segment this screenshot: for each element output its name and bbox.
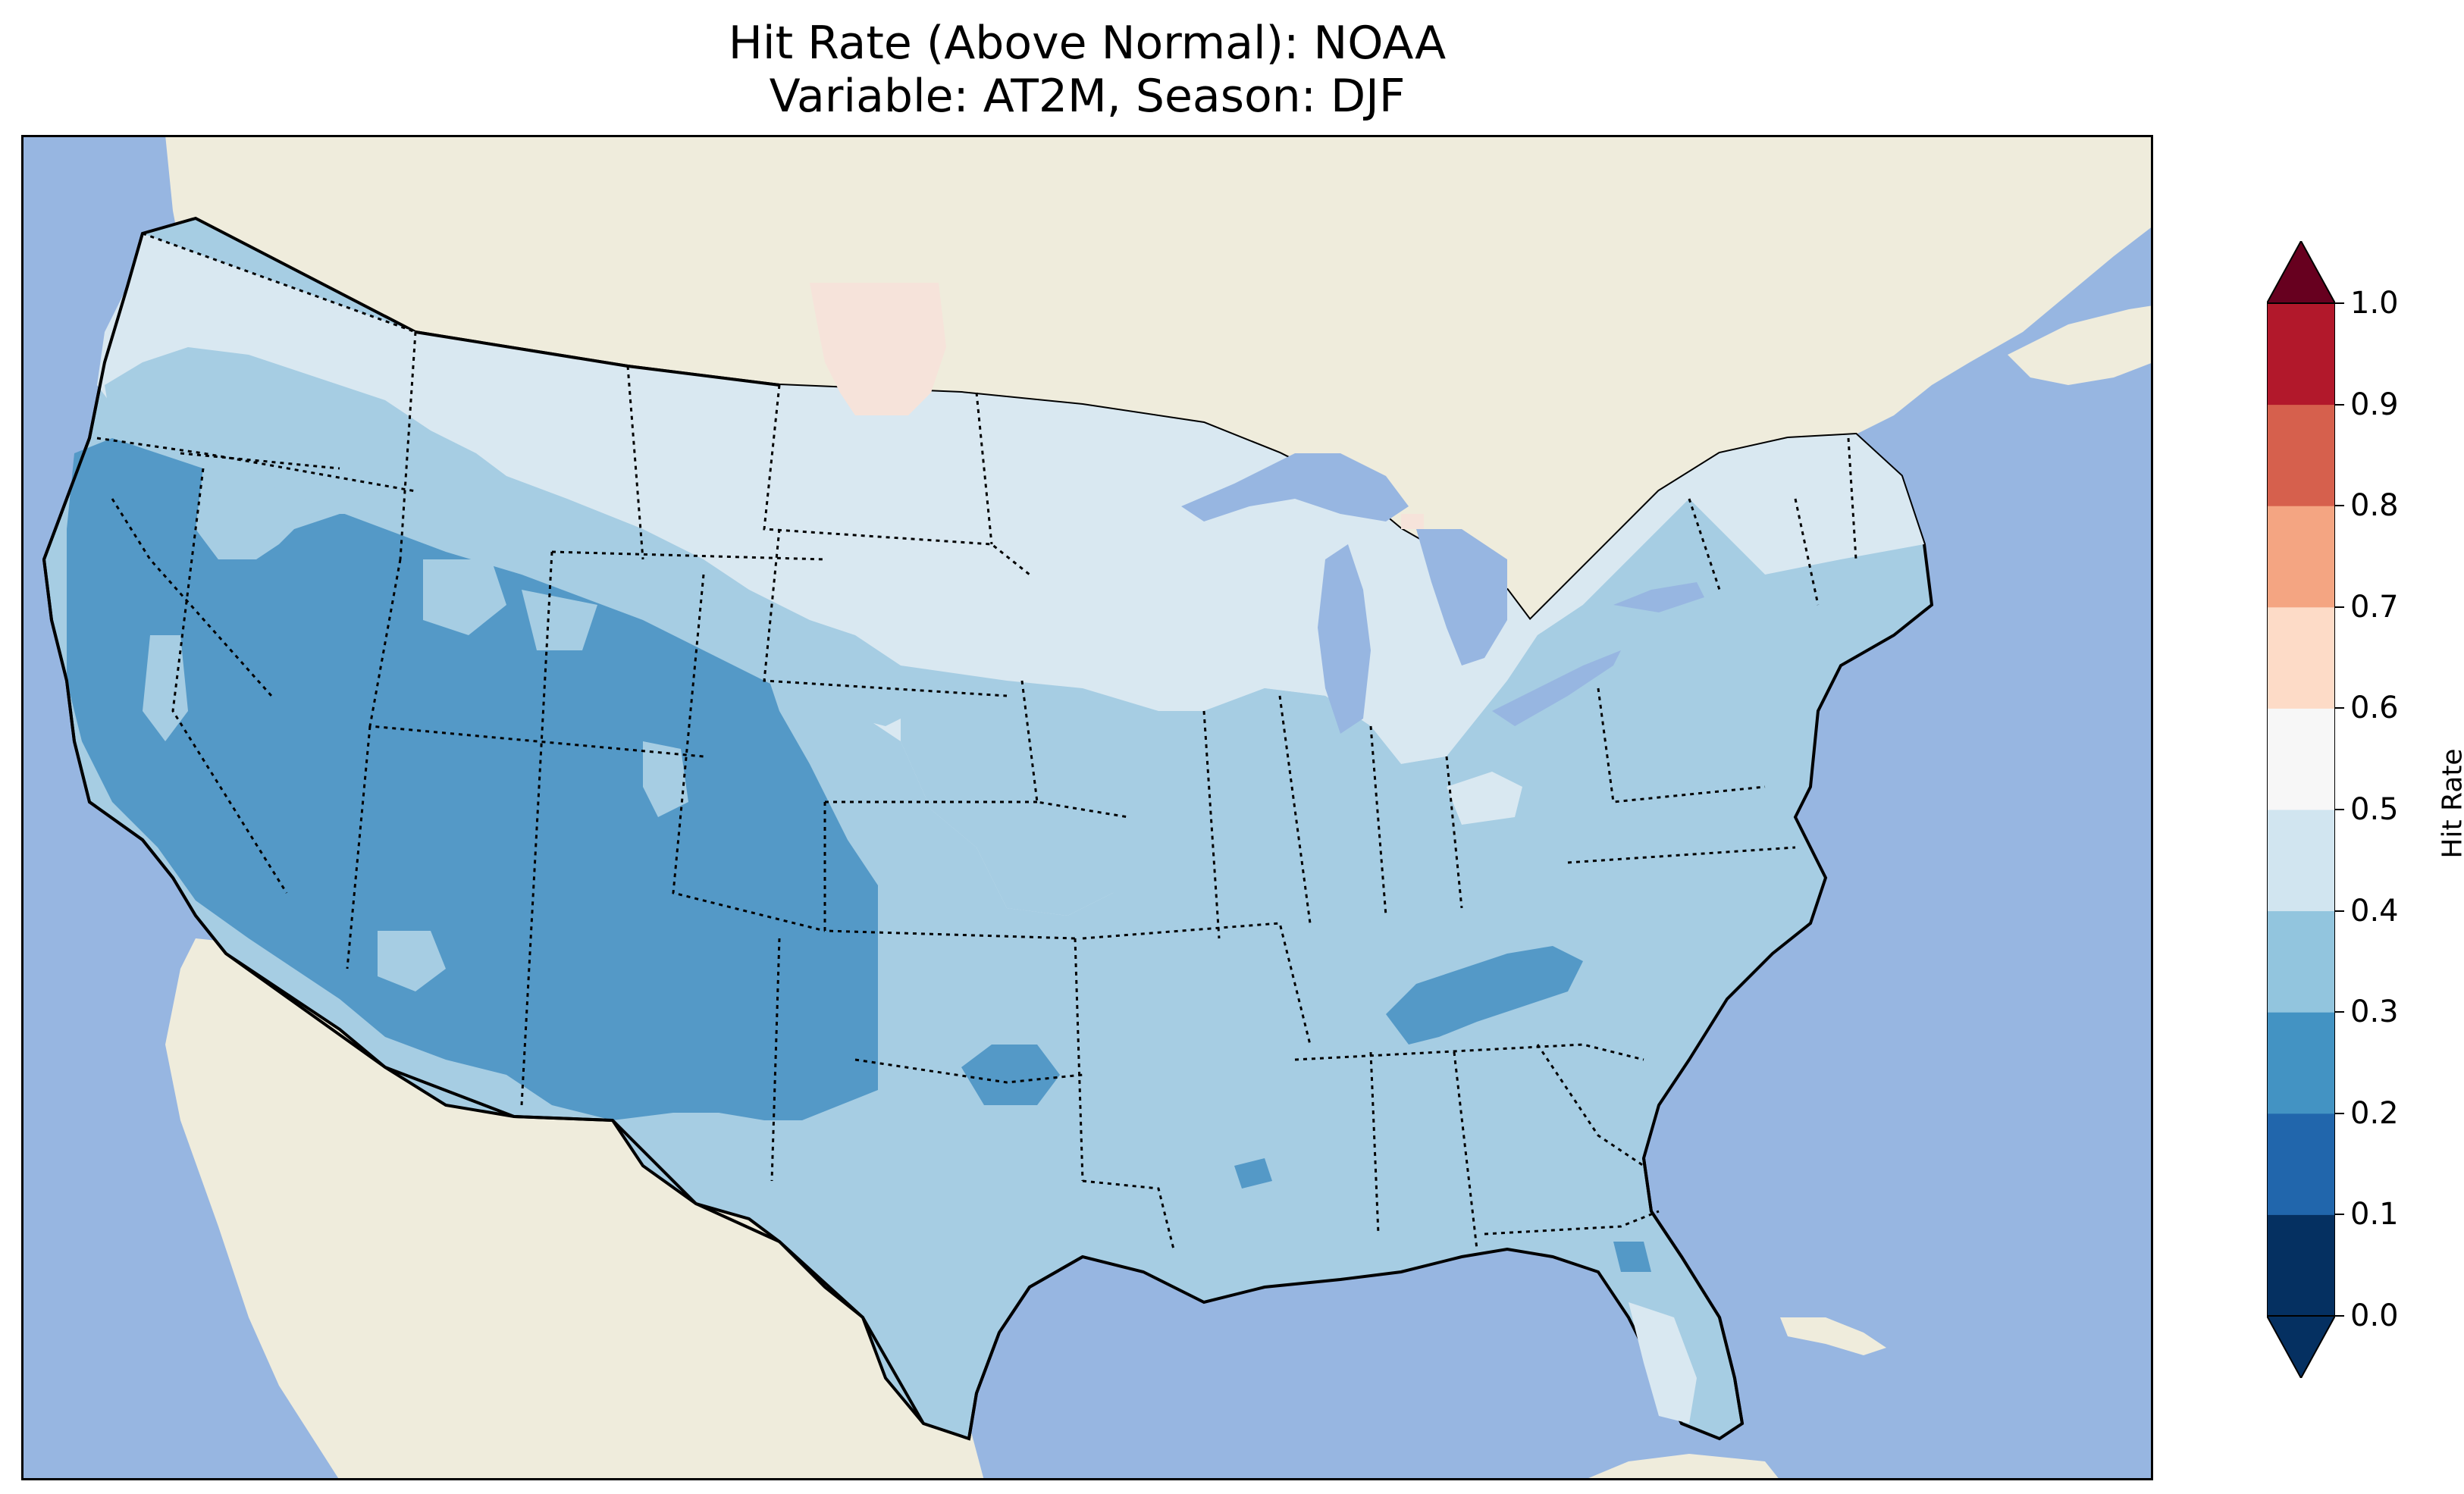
yucatan-land bbox=[1583, 1454, 1780, 1480]
colorbar-tick-label: 0.8 bbox=[2350, 488, 2399, 524]
colorbar-tick-label: 0.4 bbox=[2350, 893, 2399, 929]
zone-west-patch-6 bbox=[143, 635, 188, 741]
colorbar-tick-label: 0.1 bbox=[2350, 1197, 2399, 1232]
colorbar-tick-label: 0.9 bbox=[2350, 387, 2399, 422]
colorbar-tick-label: 0.6 bbox=[2350, 691, 2399, 726]
colorbar-tick-label: 0.7 bbox=[2350, 589, 2399, 625]
colorbar-tick-mark bbox=[2335, 403, 2344, 406]
zone-ohio-04-05 bbox=[1447, 772, 1522, 825]
state-borders bbox=[96, 232, 1857, 1250]
colorbar-extend-top bbox=[2267, 241, 2335, 304]
colorbar-label: Hit Rate bbox=[2437, 748, 2464, 859]
colorbar-tick-mark bbox=[2335, 809, 2344, 810]
nova-scotia-land bbox=[2008, 305, 2153, 385]
colorbar-tick-label: 0.5 bbox=[2350, 792, 2399, 827]
colorbar-bin bbox=[2267, 506, 2335, 608]
colorbar-tick-label: 0.3 bbox=[2350, 994, 2399, 1030]
colorbar-bin bbox=[2267, 606, 2335, 709]
colorbar-bin bbox=[2267, 1214, 2335, 1317]
colorbar-tick-mark bbox=[2335, 606, 2344, 608]
lake-michigan bbox=[1318, 544, 1371, 734]
colorbar-tick-mark bbox=[2335, 1315, 2344, 1317]
canada-land bbox=[165, 135, 2153, 620]
zone-west-patch-4 bbox=[522, 590, 597, 650]
zone-west-patch-5 bbox=[643, 741, 688, 817]
colorbar-bin bbox=[2267, 303, 2335, 406]
colorbar-tick-mark bbox=[2335, 505, 2344, 507]
zone-tennessee-02-03 bbox=[1386, 946, 1583, 1045]
colorbar-bin bbox=[2267, 1113, 2335, 1215]
coastlines bbox=[42, 233, 1744, 1439]
colorbar-bin bbox=[2267, 708, 2335, 810]
hit-rate-map bbox=[21, 135, 2153, 1480]
zone-oklahoma-02-03 bbox=[961, 1045, 1060, 1105]
zone-central-03-04 bbox=[901, 499, 1810, 916]
zone-florida-04-05 bbox=[1629, 1302, 1697, 1424]
zone-west-patch-3 bbox=[423, 559, 506, 635]
colorbar-tick-mark bbox=[2335, 707, 2344, 709]
map-title-line2: Variable: AT2M, Season: DJF bbox=[769, 70, 1406, 123]
map-title-line1: Hit Rate (Above Normal): NOAA bbox=[728, 17, 1447, 70]
colorbar-bin bbox=[2267, 810, 2335, 912]
zone-florida-02-03 bbox=[1613, 1242, 1651, 1272]
colorbar-tick-mark bbox=[2335, 1112, 2344, 1114]
lake-huron bbox=[1416, 529, 1507, 666]
colorbar-tick-label: 0.0 bbox=[2350, 1298, 2399, 1333]
lake-erie bbox=[1492, 650, 1621, 726]
colorbar-tick-label: 1.0 bbox=[2350, 286, 2399, 321]
colorbar-bin bbox=[2267, 404, 2335, 506]
colorbar-tick-mark bbox=[2335, 302, 2344, 304]
cuba-land bbox=[1780, 1317, 1886, 1355]
zone-nw-03-04 bbox=[105, 347, 916, 726]
colorbar-tick-mark bbox=[2335, 1214, 2344, 1216]
colorbar bbox=[2267, 241, 2335, 1378]
zone-north-04-05 bbox=[97, 233, 1924, 916]
colorbar-tick-mark bbox=[2335, 1011, 2344, 1013]
lake-ontario bbox=[1613, 582, 1704, 612]
colorbar-tick-mark bbox=[2335, 910, 2344, 912]
colorbar-extend-bottom bbox=[2267, 1315, 2335, 1378]
colorbar-bin bbox=[2267, 1012, 2335, 1114]
zone-mississippi-02-03 bbox=[1234, 1158, 1272, 1189]
colorbar-tick-label: 0.2 bbox=[2350, 1095, 2399, 1131]
zone-west-patch-2 bbox=[378, 931, 446, 991]
lake-superior bbox=[1181, 453, 1409, 521]
colorbar-bins bbox=[2267, 303, 2335, 1317]
colorbar-bin bbox=[2267, 910, 2335, 1013]
zone-nd-05-06 bbox=[810, 283, 946, 415]
zone-up-05-06 bbox=[1401, 514, 1424, 529]
